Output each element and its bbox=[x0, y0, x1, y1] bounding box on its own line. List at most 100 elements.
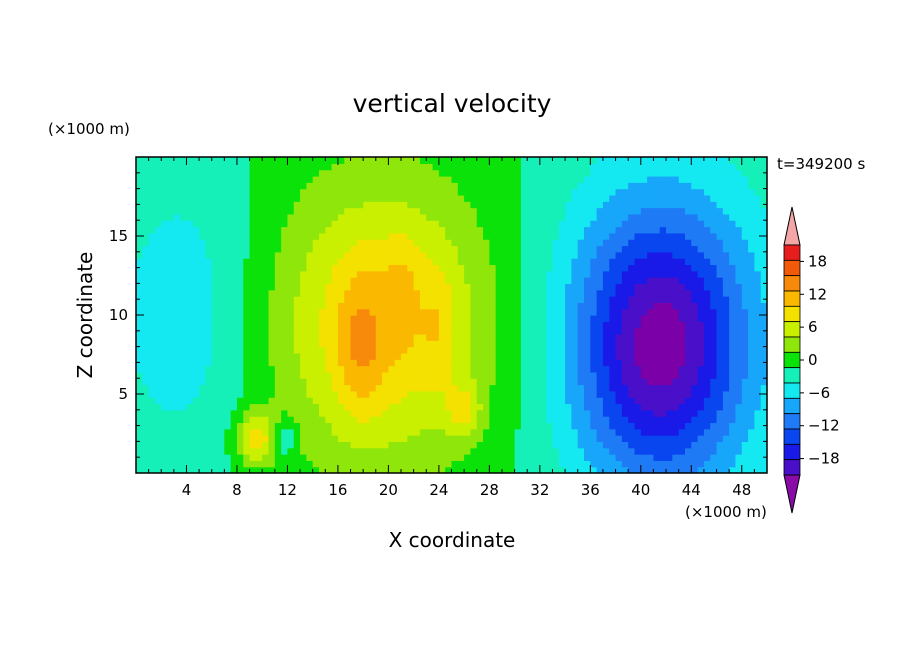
field-cell bbox=[432, 340, 440, 348]
field-cell bbox=[438, 226, 446, 234]
field-cell bbox=[558, 327, 566, 335]
field-cell bbox=[419, 447, 427, 455]
field-cell bbox=[211, 340, 219, 348]
field-cell bbox=[230, 384, 238, 392]
field-cell bbox=[236, 333, 244, 341]
field-cell bbox=[274, 188, 282, 196]
field-cell bbox=[312, 466, 320, 473]
field-cell bbox=[432, 327, 440, 335]
field-cell bbox=[438, 182, 446, 190]
field-cell bbox=[558, 258, 566, 266]
field-cell bbox=[350, 447, 358, 455]
field-cell bbox=[356, 315, 364, 322]
field-cell bbox=[287, 447, 295, 455]
field-cell bbox=[659, 460, 667, 468]
field-cell bbox=[571, 409, 579, 417]
field-cell bbox=[167, 403, 175, 411]
field-cell bbox=[337, 378, 345, 386]
field-cell bbox=[438, 201, 446, 209]
field-cell bbox=[520, 302, 528, 310]
field-cell bbox=[457, 175, 465, 183]
field-cell bbox=[577, 182, 585, 190]
field-cell bbox=[722, 239, 730, 247]
field-cell bbox=[684, 226, 692, 234]
field-cell bbox=[432, 302, 440, 310]
field-cell bbox=[691, 258, 699, 266]
field-cell bbox=[154, 447, 162, 455]
field-cell bbox=[684, 340, 692, 348]
field-cell bbox=[628, 213, 636, 221]
field-cell bbox=[199, 201, 207, 209]
field-cell bbox=[218, 239, 225, 247]
field-cell bbox=[628, 371, 636, 379]
field-cell bbox=[394, 239, 402, 247]
field-cell bbox=[438, 422, 446, 430]
field-cell bbox=[199, 447, 207, 455]
field-cell bbox=[489, 201, 497, 209]
field-cell bbox=[401, 220, 408, 228]
field-cell bbox=[180, 175, 188, 183]
field-cell bbox=[382, 220, 389, 228]
field-cell bbox=[577, 194, 585, 202]
field-cell bbox=[445, 409, 453, 417]
field-cell bbox=[546, 466, 554, 473]
field-cell bbox=[640, 296, 648, 303]
field-cell bbox=[571, 251, 579, 259]
field-cell bbox=[306, 289, 314, 297]
field-cell bbox=[722, 403, 730, 411]
field-cell bbox=[470, 175, 478, 183]
field-cell bbox=[483, 352, 490, 360]
field-cell bbox=[470, 422, 478, 430]
field-cell bbox=[672, 169, 680, 177]
field-cell bbox=[514, 352, 522, 360]
field-cell bbox=[546, 403, 554, 411]
field-cell bbox=[167, 352, 175, 360]
field-cell bbox=[401, 359, 408, 367]
field-cell bbox=[401, 182, 408, 190]
field-cell bbox=[401, 321, 408, 329]
field-cell bbox=[394, 163, 402, 171]
field-cell bbox=[224, 213, 232, 221]
field-cell bbox=[388, 264, 396, 272]
field-cell bbox=[318, 371, 326, 379]
field-cell bbox=[167, 447, 175, 455]
field-cell bbox=[634, 447, 642, 455]
field-cell bbox=[249, 397, 257, 405]
field-cell bbox=[527, 251, 535, 259]
field-cell bbox=[659, 422, 667, 430]
field-cell bbox=[710, 239, 718, 247]
field-cell bbox=[508, 201, 516, 209]
field-cell bbox=[552, 239, 560, 247]
field-cell bbox=[180, 403, 188, 411]
field-cell bbox=[401, 371, 408, 379]
field-cell bbox=[590, 460, 598, 468]
field-cell bbox=[546, 315, 554, 322]
field-cell bbox=[350, 340, 358, 348]
field-cell bbox=[741, 201, 749, 209]
field-cell bbox=[211, 422, 219, 430]
field-cell bbox=[136, 321, 143, 329]
field-cell bbox=[426, 157, 434, 164]
field-cell bbox=[218, 397, 225, 405]
field-cell bbox=[325, 397, 333, 405]
field-cell bbox=[672, 359, 680, 367]
field-cell bbox=[615, 207, 623, 215]
field-cell bbox=[748, 182, 755, 190]
field-cell bbox=[350, 194, 358, 202]
field-cell bbox=[300, 289, 307, 297]
field-cell bbox=[230, 397, 238, 405]
field-cell bbox=[293, 352, 301, 360]
field-cell bbox=[508, 460, 516, 468]
field-cell bbox=[312, 435, 320, 442]
field-cell bbox=[659, 251, 667, 259]
field-cell bbox=[647, 182, 655, 190]
field-cell bbox=[432, 466, 440, 473]
field-cell bbox=[300, 454, 307, 461]
field-cell bbox=[394, 232, 402, 240]
field-cell bbox=[382, 422, 389, 430]
field-cell bbox=[634, 194, 642, 202]
field-cell bbox=[154, 245, 162, 253]
field-cell bbox=[142, 245, 150, 253]
field-cell bbox=[413, 264, 421, 272]
field-cell bbox=[350, 365, 358, 373]
